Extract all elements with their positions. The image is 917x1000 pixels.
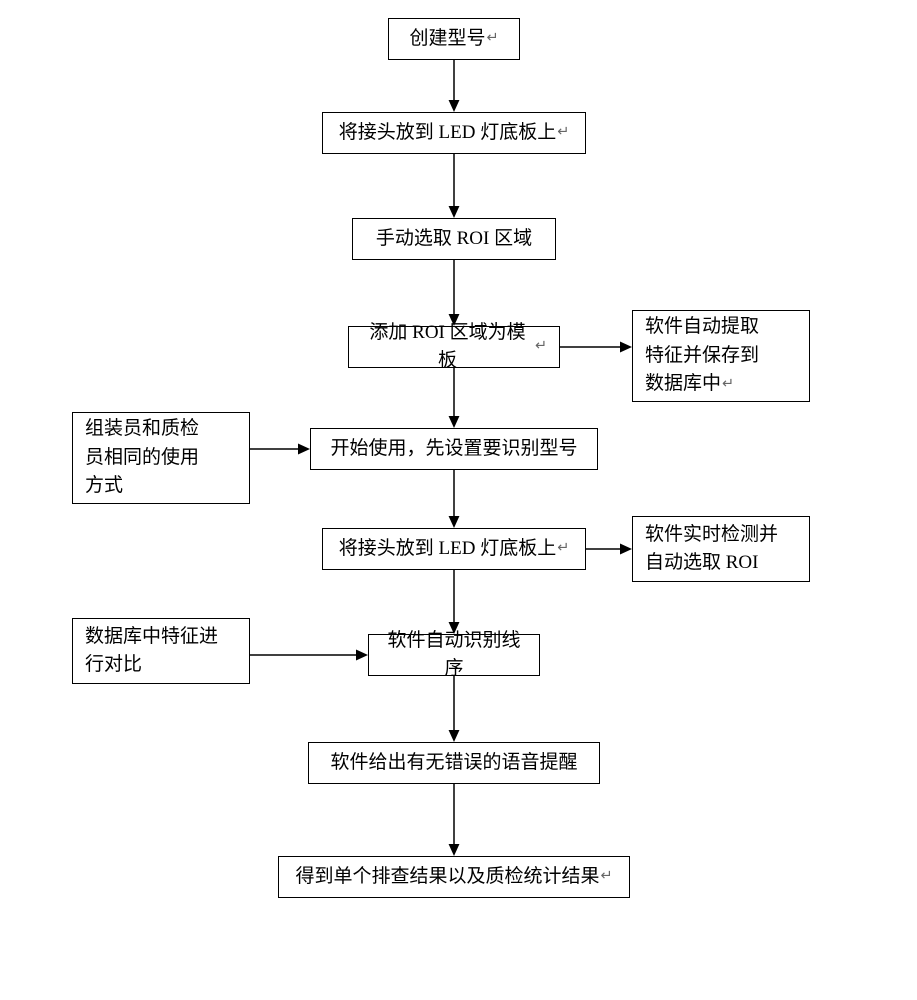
node-text: 开始使用，先设置要识别型号 (330, 435, 577, 464)
return-icon: ↵ (557, 538, 569, 559)
node-text: 手动选取 ROI 区域 (376, 225, 532, 254)
side-node-auto-extract: 软件自动提取 特征并保存到 数据库中↵ (632, 310, 810, 402)
node-text: 软件自动识别线序 (381, 627, 527, 684)
node-text: 软件给出有无错误的语音提醒 (330, 749, 577, 778)
node-text-block: 组装员和质检 员相同的使用 方式 (85, 415, 199, 501)
return-icon: ↵ (487, 28, 499, 49)
flow-node-add-roi-template: 添加 ROI 区域为模板↵ (348, 326, 560, 368)
node-text: 添加 ROI 区域为模板 (361, 319, 534, 376)
node-text-block: 数据库中特征进 行对比 (85, 623, 218, 680)
flow-node-create-model: 创建型号↵ (388, 18, 520, 60)
flow-node-place-led-1: 将接头放到 LED 灯底板上↵ (322, 112, 586, 154)
node-text: 创建型号 (410, 25, 486, 54)
return-icon: ↵ (535, 336, 547, 357)
flow-node-auto-recognize: 软件自动识别线序 (368, 634, 540, 676)
flow-node-manual-roi: 手动选取 ROI 区域 (352, 218, 556, 260)
return-icon: ↵ (557, 122, 569, 143)
node-text: 将接头放到 LED 灯底板上 (339, 119, 556, 148)
node-text: 得到单个排查结果以及质检统计结果 (296, 863, 600, 892)
flow-node-place-led-2: 将接头放到 LED 灯底板上↵ (322, 528, 586, 570)
side-node-db-compare: 数据库中特征进 行对比 (72, 618, 250, 684)
flow-node-start-use: 开始使用，先设置要识别型号 (310, 428, 598, 470)
node-text-block: 软件自动提取 特征并保存到 数据库中↵ (645, 313, 759, 399)
return-icon: ↵ (601, 866, 613, 887)
side-node-same-usage: 组装员和质检 员相同的使用 方式 (72, 412, 250, 504)
side-node-realtime-detect: 软件实时检测并 自动选取 ROI (632, 516, 810, 582)
flow-node-result: 得到单个排查结果以及质检统计结果↵ (278, 856, 630, 898)
node-text-block: 软件实时检测并 自动选取 ROI (645, 521, 778, 578)
node-text: 将接头放到 LED 灯底板上 (339, 535, 556, 564)
flow-node-voice-alert: 软件给出有无错误的语音提醒 (308, 742, 600, 784)
return-icon: ↵ (722, 374, 734, 395)
